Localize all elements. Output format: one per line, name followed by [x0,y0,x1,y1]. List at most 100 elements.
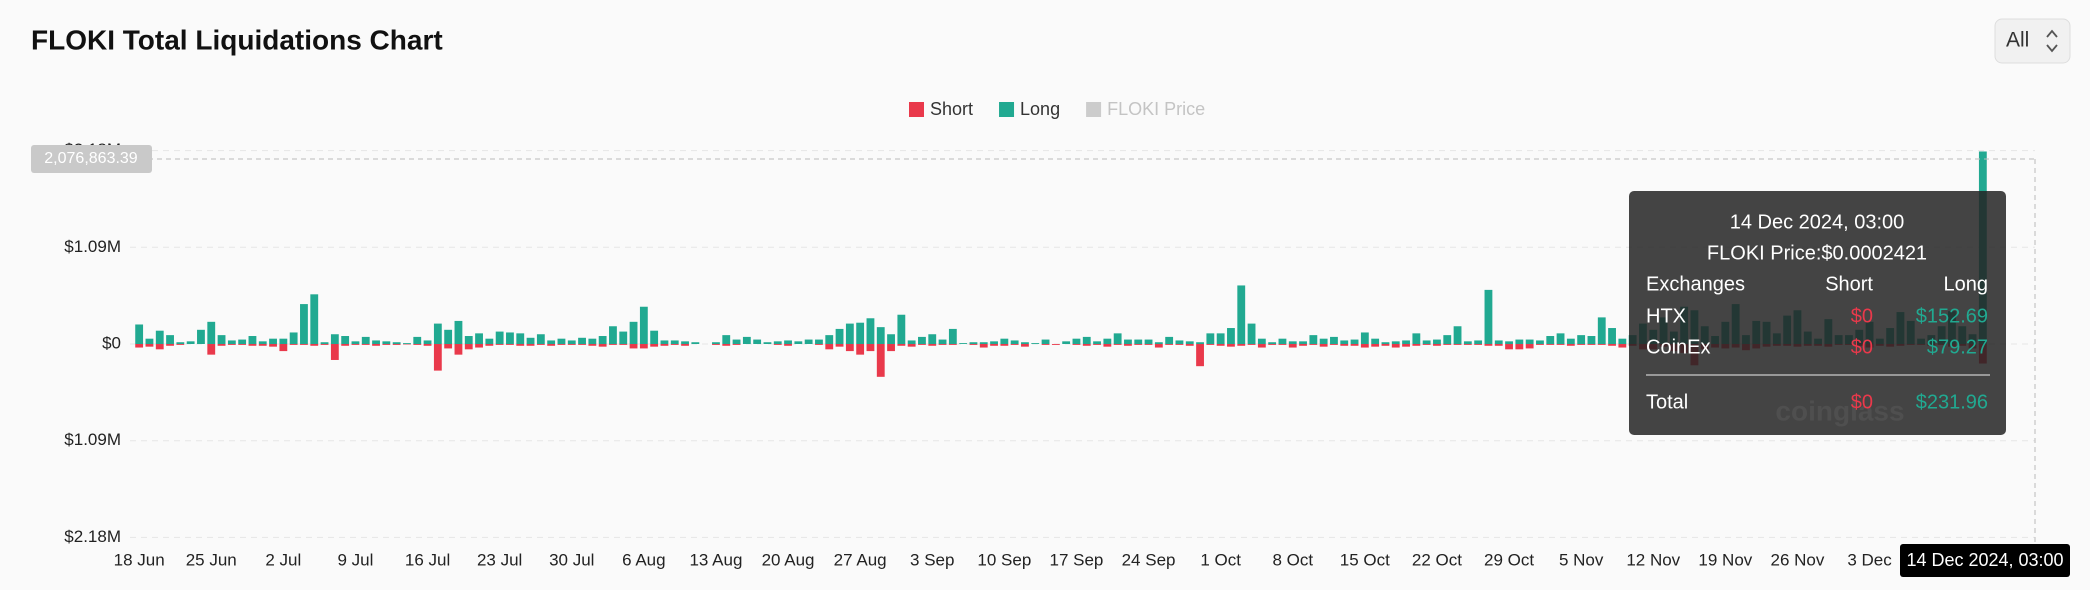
bar [773,344,782,345]
bar [825,335,834,344]
tooltip-header: Exchanges [1646,273,1745,295]
bar [1608,344,1616,346]
bar [1309,335,1318,344]
bar [475,344,483,348]
x-tick-label: 23 Jul [477,550,522,569]
bar [289,344,298,345]
bar [598,336,607,344]
bar [238,344,247,345]
bar [300,304,308,344]
bar [948,328,957,344]
bar [454,344,463,355]
bar [1536,344,1544,345]
bar [1577,344,1586,345]
tooltip-long: $79.27 [1927,336,1988,358]
bar [403,343,411,344]
chart-title: FLOKI Total Liquidations Chart [31,24,443,55]
bar [907,344,916,347]
bar [197,329,205,344]
bar [1443,335,1452,344]
bar [1113,344,1122,345]
bar [1278,338,1287,344]
bar [1041,344,1050,345]
x-tick-label: 8 Oct [1272,550,1313,569]
bar [1062,341,1071,344]
bar [1340,340,1349,344]
bar [341,344,350,346]
bar [444,344,453,349]
bar [887,334,895,344]
x-tick-label: 2 Jul [265,550,301,569]
bar [1587,336,1596,344]
bar [1381,342,1390,344]
bar [815,339,823,344]
bar [629,344,638,349]
bar [1319,344,1328,347]
bar [310,294,319,344]
range-selector[interactable]: All [1994,18,2071,64]
watermark: coinglass [1775,395,1904,426]
bar [1082,336,1091,344]
bar [815,344,823,345]
bar [588,344,597,346]
bar [969,342,978,344]
bar [722,335,731,344]
range-label[interactable]: All [2006,29,2029,52]
y-tick-label: $1.09M [64,430,121,449]
bar [1206,333,1215,344]
bar [990,344,998,346]
bar [536,334,545,344]
bar [1144,339,1153,344]
range-button[interactable] [1994,18,2071,64]
bar [1587,344,1596,345]
bar [1021,342,1029,344]
bar [660,340,669,344]
bar [361,344,370,345]
bar [1556,344,1565,345]
bar [979,344,988,348]
bar [990,341,998,344]
bar [1494,344,1503,346]
crosshair-x-box [1900,544,2070,577]
tooltip-exchange: CoinEx [1646,336,1710,358]
bar [1257,338,1266,344]
bar [176,344,185,345]
x-tick-label: 15 Oct [1340,550,1390,569]
bar [351,341,360,344]
bar [567,344,576,345]
bar [1010,340,1019,344]
bar [794,341,803,344]
bar [773,341,782,344]
overlay: 2,076,863.39 14 Dec 2024, 03:00 coinglas… [31,145,2070,577]
bar [217,344,226,346]
x-tick-label: 29 Oct [1484,550,1534,569]
bar [907,340,916,344]
bar [567,340,576,344]
bar [351,344,360,345]
x-tick-label: 19 Nov [1698,550,1752,569]
x-tick-label: 24 Sep [1122,550,1176,569]
bar [547,344,556,346]
bar [392,342,401,344]
bar [691,342,700,344]
bar [578,344,586,345]
tooltip-short: $0 [1851,336,1873,358]
bar [619,344,628,345]
bar [1319,338,1328,344]
bar [1227,328,1235,344]
bar [876,327,885,344]
bar [918,336,926,344]
bar [1185,341,1194,344]
bar [712,342,720,344]
bar [1515,339,1524,344]
x-tick-label: 22 Oct [1412,550,1462,569]
bar [1618,344,1627,348]
x-tick-label: 26 Nov [1771,550,1825,569]
bar [938,339,947,344]
bar [856,344,865,355]
bar [1093,344,1101,345]
bar [1278,344,1287,345]
bar [464,336,473,344]
bar [1391,344,1400,348]
bar [1484,344,1493,346]
